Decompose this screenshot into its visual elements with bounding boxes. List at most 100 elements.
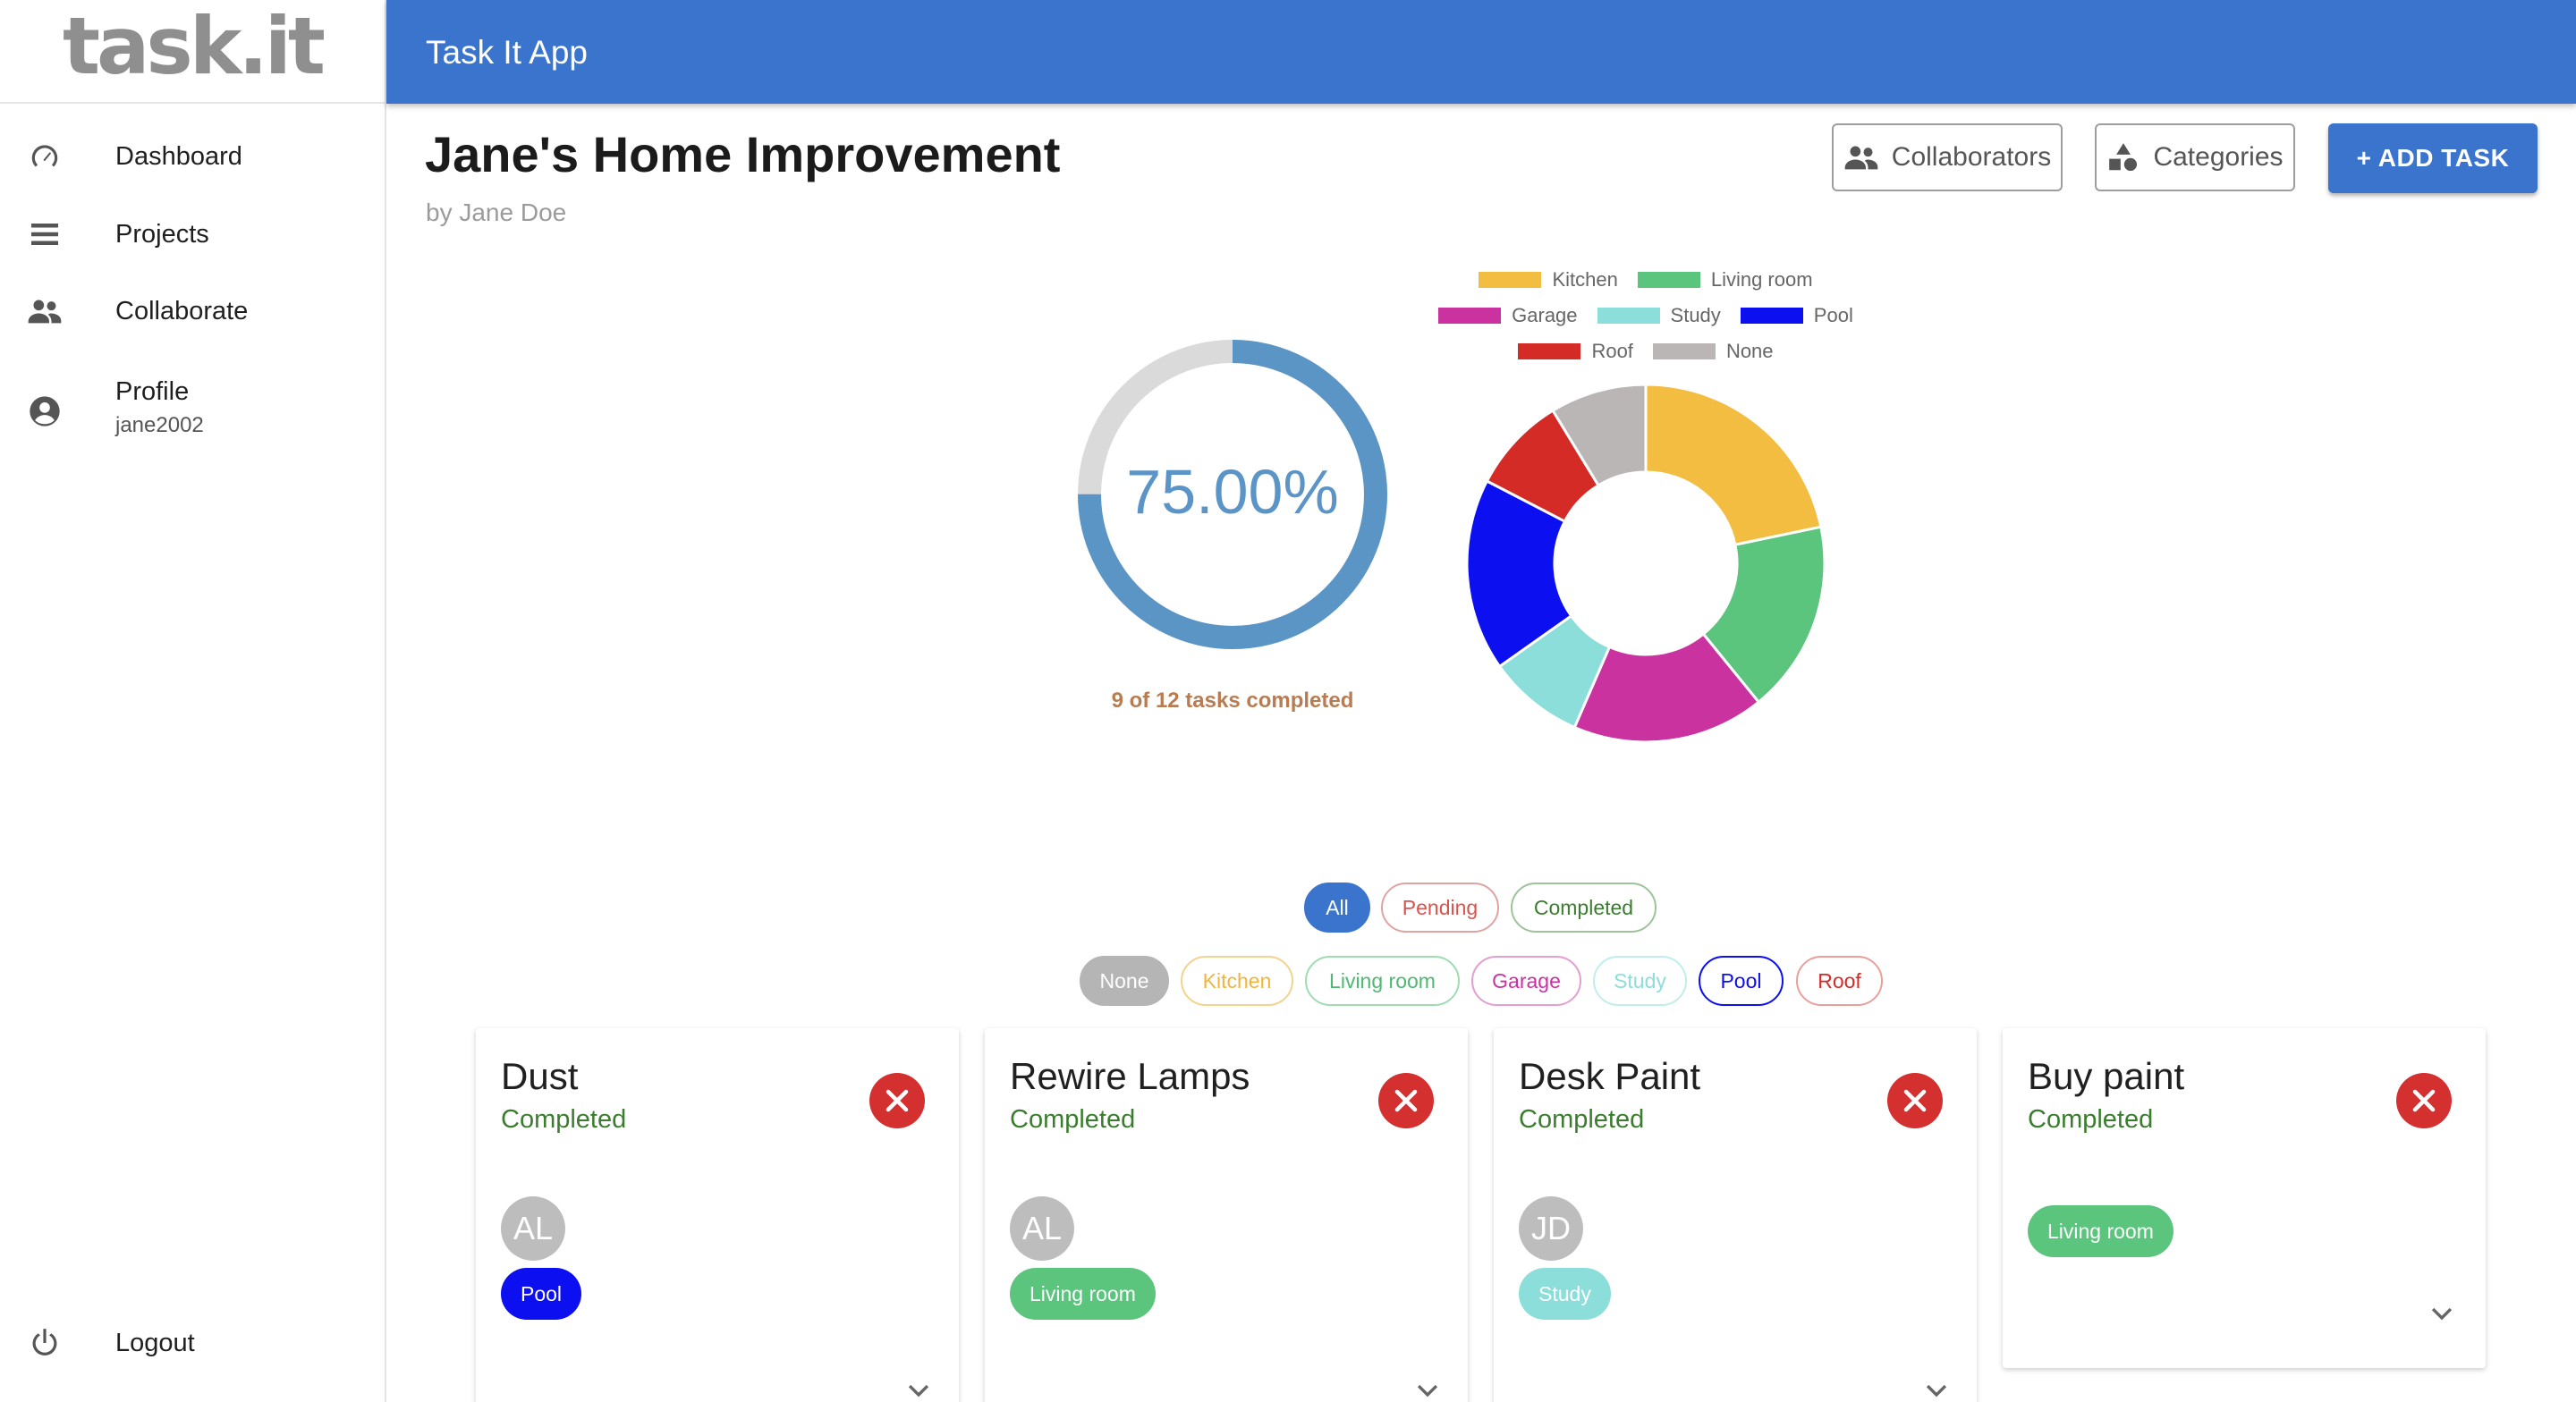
- sidebar: task.it Dashboard Projects Collaborate P…: [0, 0, 386, 1402]
- task-title: Buy paint: [2028, 1055, 2185, 1097]
- legend-item[interactable]: Garage: [1438, 304, 1578, 327]
- close-icon: [1394, 1089, 1418, 1112]
- legend-item[interactable]: Study: [1597, 304, 1721, 327]
- filter-chip-pending[interactable]: Pending: [1381, 883, 1499, 933]
- legend-swatch: [1597, 308, 1660, 324]
- delete-task-button[interactable]: [1378, 1073, 1434, 1128]
- task-category-tag: Living room: [1010, 1268, 1156, 1320]
- sidebar-item-collaborate[interactable]: Collaborate: [0, 275, 385, 347]
- legend-label: Kitchen: [1552, 268, 1618, 291]
- donut-slice-none[interactable]: [1551, 383, 1648, 487]
- list-icon: [27, 216, 63, 252]
- delete-task-button[interactable]: [1887, 1073, 1943, 1128]
- chevron-down-icon[interactable]: [903, 1375, 934, 1402]
- chevron-down-icon[interactable]: [1921, 1375, 1952, 1402]
- legend-label: Living room: [1710, 268, 1813, 291]
- sidebar-item-label: Collaborate: [115, 296, 249, 325]
- sidebar-item-logout[interactable]: Logout: [0, 1307, 385, 1379]
- filter-chip-all[interactable]: All: [1304, 883, 1370, 933]
- collaborators-button[interactable]: Collaborators: [1832, 123, 2063, 191]
- legend-swatch: [1637, 272, 1700, 288]
- app-title: Task It App: [426, 34, 588, 71]
- task-status: Completed: [1010, 1105, 1136, 1134]
- task-status: Completed: [501, 1105, 627, 1134]
- delete-task-button[interactable]: [2396, 1073, 2452, 1128]
- project-owner: by Jane Doe: [426, 198, 567, 226]
- donut-slice-kitchen[interactable]: [1644, 383, 1823, 547]
- filter-chip-pool[interactable]: Pool: [1699, 956, 1784, 1006]
- filter-chip-roof[interactable]: Roof: [1796, 956, 1883, 1006]
- speedometer-icon: [27, 139, 63, 174]
- app-bar: Task It App: [386, 0, 2576, 104]
- chevron-down-icon[interactable]: [1412, 1375, 1443, 1402]
- legend-swatch: [1652, 343, 1716, 359]
- collaborators-button-label: Collaborators: [1891, 142, 2052, 172]
- legend-label: None: [1725, 340, 1774, 362]
- task-category-tag: Study: [1519, 1268, 1611, 1320]
- legend-swatch: [1479, 272, 1542, 288]
- chart-legend-row-1: Kitchen Living room: [1413, 268, 1878, 291]
- sidebar-item-dashboard[interactable]: Dashboard: [0, 121, 385, 192]
- close-icon: [1903, 1089, 1927, 1112]
- legend-swatch: [1740, 308, 1803, 324]
- filter-chip-completed[interactable]: Completed: [1511, 883, 1657, 933]
- categories-button[interactable]: Categories: [2095, 123, 2295, 191]
- legend-item[interactable]: Roof: [1518, 340, 1633, 363]
- filter-chip-none[interactable]: None: [1080, 956, 1169, 1006]
- sidebar-item-label: Profile: [115, 377, 190, 406]
- legend-item[interactable]: None: [1652, 340, 1774, 363]
- task-category-tag: Living room: [2028, 1205, 2174, 1257]
- legend-item[interactable]: Pool: [1740, 304, 1853, 327]
- legend-swatch: [1438, 308, 1502, 324]
- sidebar-item-profile[interactable]: Profile jane2002: [0, 367, 385, 456]
- shapes-icon: [2109, 143, 2138, 172]
- legend-item[interactable]: Kitchen: [1479, 268, 1618, 291]
- assignee-avatar: AL: [501, 1196, 565, 1261]
- donut-slice-living-room[interactable]: [1701, 525, 1826, 705]
- chevron-down-icon[interactable]: [2427, 1298, 2457, 1333]
- progress-percent: 75.00%: [1126, 457, 1339, 527]
- task-card[interactable]: Buy paint Completed Living room: [2003, 1028, 2486, 1368]
- sidebar-item-projects[interactable]: Projects: [0, 198, 385, 270]
- logo: task.it: [0, 0, 385, 104]
- profile-username: jane2002: [115, 413, 204, 437]
- people-icon: [1844, 146, 1878, 170]
- chart-legend-row-2: Garage Study Pool: [1413, 304, 1878, 327]
- account-circle-icon: [27, 393, 63, 429]
- sidebar-item-label: Projects: [115, 219, 209, 249]
- sidebar-item-label: Dashboard: [115, 141, 242, 171]
- task-card[interactable]: Dust Completed AL Pool: [476, 1028, 959, 1402]
- filter-chip-study[interactable]: Study: [1593, 956, 1687, 1006]
- task-title: Desk Paint: [1519, 1055, 1701, 1097]
- legend-label: Roof: [1591, 340, 1633, 362]
- filter-chip-garage[interactable]: Garage: [1471, 956, 1581, 1006]
- filter-chip-kitchen[interactable]: Kitchen: [1181, 956, 1293, 1006]
- progress-arc: [1078, 340, 1387, 649]
- add-task-button[interactable]: + ADD TASK: [2328, 123, 2538, 193]
- legend-label: Pool: [1813, 304, 1853, 326]
- task-category-tag: Pool: [501, 1268, 582, 1320]
- categories-button-label: Categories: [2153, 142, 2284, 172]
- task-card[interactable]: Desk Paint Completed JD Study: [1494, 1028, 1977, 1402]
- assignee-avatar: JD: [1519, 1196, 1583, 1261]
- delete-task-button[interactable]: [869, 1073, 925, 1128]
- people-icon: [27, 293, 63, 329]
- page-title: Jane's Home Improvement: [425, 126, 1061, 182]
- legend-swatch: [1518, 343, 1581, 359]
- task-status: Completed: [1519, 1105, 1645, 1134]
- category-donut-chart: [1458, 376, 1834, 751]
- task-title: Rewire Lamps: [1010, 1055, 1250, 1097]
- sidebar-item-label: Logout: [115, 1328, 195, 1357]
- legend-item[interactable]: Living room: [1637, 268, 1813, 291]
- donut-slice-pool[interactable]: [1465, 478, 1573, 669]
- chart-legend-row-3: Roof None: [1413, 340, 1878, 363]
- progress-ring: [1073, 335, 1392, 654]
- task-card[interactable]: Rewire Lamps Completed AL Living room: [985, 1028, 1468, 1402]
- donut-slice-garage[interactable]: [1572, 632, 1761, 744]
- task-status: Completed: [2028, 1105, 2154, 1134]
- task-title: Dust: [501, 1055, 579, 1097]
- assignee-avatar: AL: [1010, 1196, 1074, 1261]
- filter-chip-living-room[interactable]: Living room: [1305, 956, 1460, 1006]
- close-icon: [886, 1089, 909, 1112]
